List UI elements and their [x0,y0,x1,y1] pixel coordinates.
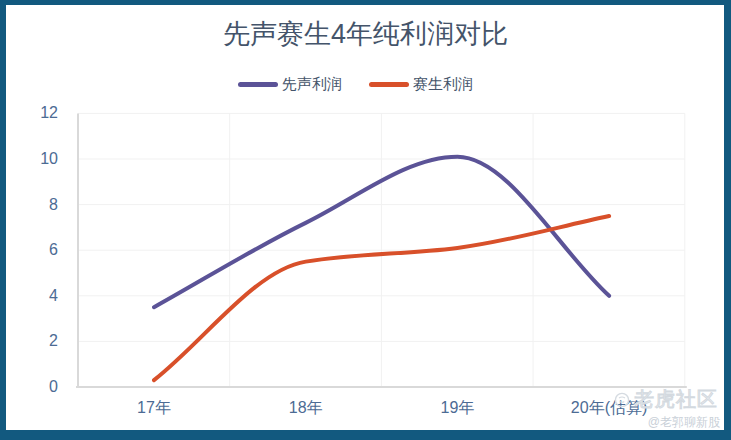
tiger-logo-icon [614,392,630,408]
y-axis-label: 0 [16,378,58,396]
gridlines [78,113,685,387]
y-axis-label: 6 [16,241,58,259]
watermark: 老虎社区 [614,386,718,413]
y-axis-label: 4 [16,287,58,305]
line-chart-plot [0,0,731,440]
watermark-brand: 老虎社区 [634,386,718,413]
y-axis-label: 12 [16,104,58,122]
x-axis-label: 17年 [137,398,171,419]
x-axis-label: 18年 [289,398,323,419]
x-axis-label: 19年 [440,398,474,419]
y-axis-label: 10 [16,150,58,168]
watermark-author: @老郭聊新股 [648,414,720,431]
y-axis-label: 2 [16,332,58,350]
y-axis-label: 8 [16,196,58,214]
